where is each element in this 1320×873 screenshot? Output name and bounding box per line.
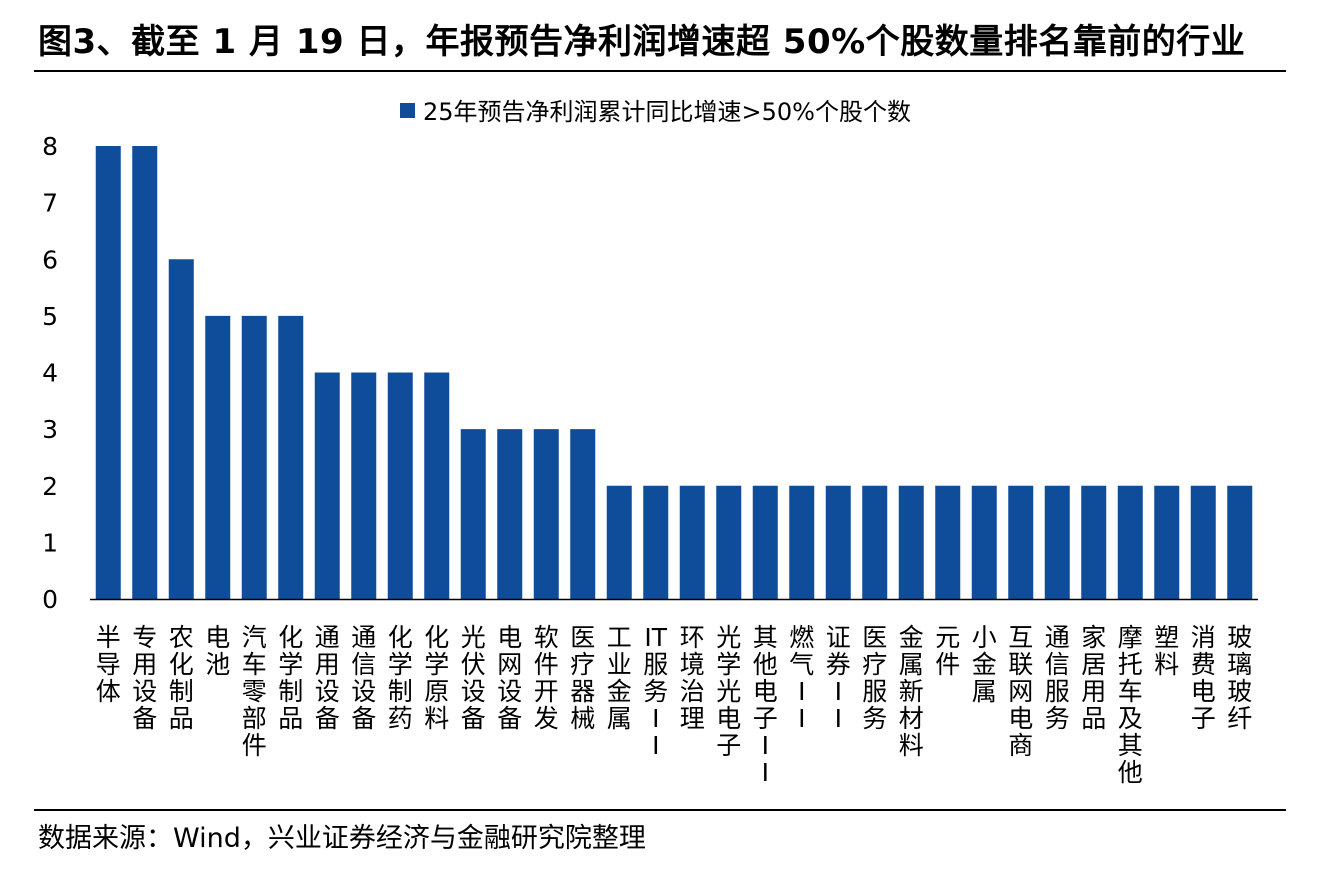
bar <box>1190 485 1216 599</box>
x-category-label: 医疗器械 <box>570 623 595 733</box>
bar <box>971 485 997 599</box>
bar <box>643 485 669 599</box>
bar <box>460 429 486 599</box>
y-tick-label: 3 <box>42 415 58 444</box>
title-rule <box>34 70 1286 72</box>
x-category-label: 光学光电子 <box>716 623 741 760</box>
y-tick-label: 6 <box>42 245 58 274</box>
y-tick-label: 8 <box>42 132 58 161</box>
x-category-label: 消费电子 <box>1191 623 1216 733</box>
x-category-label: IT 服务 I I <box>643 623 668 760</box>
x-category-label: 医疗服务 <box>862 623 887 733</box>
x-category-label: 专用设备 <box>132 623 157 733</box>
bar <box>679 485 705 599</box>
y-axis-ticks: 0 1 2 3 4 5 6 7 8 <box>42 132 58 614</box>
legend: 25年预告净利润累计同比增速>50%个股个数 <box>400 98 911 126</box>
source-note: 数据来源：Wind，兴业证券经济与金融研究院整理 <box>38 823 646 854</box>
x-category-label: 电网设备 <box>497 623 522 733</box>
bar <box>570 429 596 599</box>
bar <box>95 146 121 599</box>
bar <box>1044 485 1070 599</box>
x-category-label: 电池 <box>205 623 230 679</box>
x-category-label: 化学原料 <box>424 623 449 733</box>
bar <box>1081 485 1107 599</box>
bar <box>497 429 523 599</box>
bar <box>205 315 231 599</box>
bar <box>314 372 340 599</box>
bar <box>533 429 559 599</box>
bar <box>606 485 632 599</box>
x-category-label: 通信设备 <box>351 623 376 733</box>
x-category-label: 通用设备 <box>315 623 340 733</box>
x-category-label: 半导体 <box>96 623 121 706</box>
x-axis-labels: 半导体专用设备农化制品电池汽车零部件化学制品通用设备通信设备化学制药化学原料光伏… <box>96 623 1253 787</box>
y-tick-label: 0 <box>42 585 58 614</box>
source-rule <box>34 809 1286 811</box>
x-category-label: 小金属 <box>972 623 997 706</box>
bar <box>789 485 815 599</box>
x-category-label: 燃气 I I <box>789 623 814 733</box>
bar <box>1117 485 1143 599</box>
x-category-label: 塑料 <box>1154 623 1179 679</box>
x-category-label: 摩托车及其他 <box>1118 623 1143 787</box>
bar-chart: 25年预告净利润累计同比增速>50%个股个数 0 1 2 3 4 5 6 7 8 半导体专用设备… <box>42 98 1258 787</box>
bar <box>1154 485 1180 599</box>
bar <box>898 485 924 599</box>
x-category-label: 化学制药 <box>388 623 413 733</box>
y-tick-label: 7 <box>42 189 58 218</box>
bar <box>387 372 413 599</box>
legend-label: 25年预告净利润累计同比增速>50%个股个数 <box>423 98 911 126</box>
x-category-label: 元件 <box>935 623 960 679</box>
bar <box>716 485 742 599</box>
bar <box>935 485 961 599</box>
x-category-label: 玻璃玻纤 <box>1227 623 1252 733</box>
bars <box>95 146 1253 599</box>
x-category-label: 金属新材料 <box>899 623 924 760</box>
x-category-label: 证券 I I <box>826 623 851 733</box>
x-category-label: 互联网电商 <box>1008 623 1033 760</box>
x-category-label: 环境治理 <box>680 623 705 733</box>
y-tick-label: 4 <box>42 359 58 388</box>
bar <box>862 485 888 599</box>
x-category-label: 化学制品 <box>278 623 303 733</box>
x-category-label: 农化制品 <box>169 623 194 733</box>
bar <box>825 485 851 599</box>
bar <box>424 372 450 599</box>
y-tick-label: 2 <box>42 472 58 501</box>
x-category-label: 光伏设备 <box>461 623 486 733</box>
x-category-label: 家居用品 <box>1081 623 1106 733</box>
x-category-label: 软件开发 <box>534 623 559 733</box>
x-category-label: 通信服务 <box>1045 623 1070 733</box>
bar <box>132 146 158 599</box>
legend-swatch <box>400 103 415 118</box>
x-category-label: 汽车零部件 <box>242 623 267 760</box>
y-tick-label: 5 <box>42 302 58 331</box>
x-category-label: 工业金属 <box>607 623 632 733</box>
chart-title: 图3、截至 1 月 19 日，年报预告净利润增速超 50%个股数量排名靠前的行业 <box>38 22 1246 62</box>
bar <box>1227 485 1253 599</box>
bar <box>752 485 778 599</box>
y-tick-label: 1 <box>42 528 58 557</box>
bar <box>351 372 377 599</box>
bar <box>1008 485 1034 599</box>
bar <box>278 315 304 599</box>
bar <box>241 315 267 599</box>
bar <box>168 259 194 599</box>
x-category-label: 其他电子 I I <box>753 623 778 787</box>
